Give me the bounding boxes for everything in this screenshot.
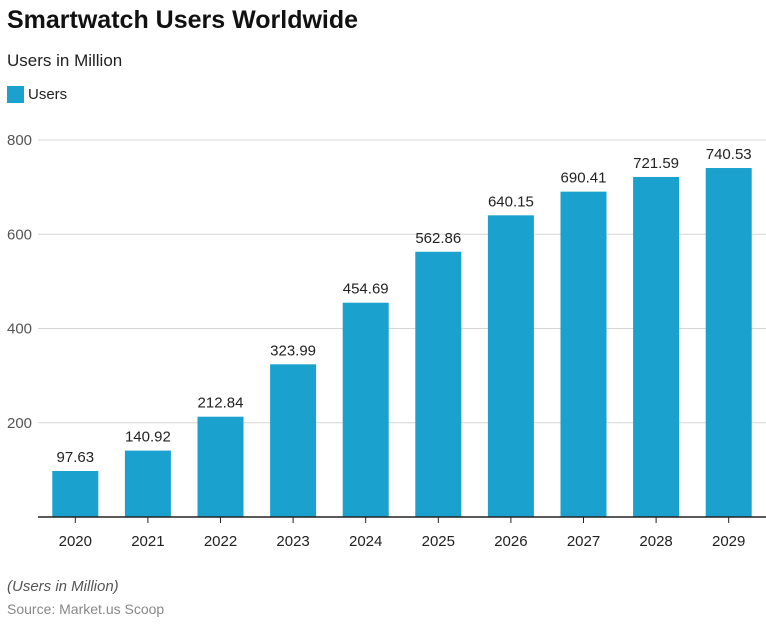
x-tick-label: 2024: [349, 533, 382, 550]
legend: Users: [7, 86, 67, 103]
data-label: 640.15: [488, 193, 534, 210]
y-tick-label: 600: [7, 226, 32, 243]
chart-title: Smartwatch Users Worldwide: [7, 6, 359, 34]
x-tick-label: 2025: [422, 533, 455, 550]
y-tick-label: 400: [7, 321, 32, 338]
source-text: Source: Market.us Scoop: [7, 601, 165, 617]
data-label: 690.41: [561, 170, 607, 187]
bar-2021: [124, 450, 171, 517]
bar-2025: [415, 251, 462, 517]
bar-2023: [270, 364, 317, 517]
x-tick-label: 2027: [567, 533, 600, 550]
legend-label: Users: [28, 86, 68, 103]
x-tick-label: 2029: [712, 533, 745, 550]
bar-2024: [342, 302, 389, 517]
x-tick-label: 2026: [494, 533, 527, 550]
x-tick-label: 2021: [131, 533, 164, 550]
bar-2026: [487, 215, 534, 517]
y-tick-label: 800: [7, 132, 32, 149]
data-label: 454.69: [343, 281, 389, 298]
data-label: 740.53: [706, 146, 752, 163]
x-tick-label: 2028: [639, 533, 672, 550]
chart-subtitle: Users in Million: [7, 51, 123, 70]
x-tick-label: 2022: [204, 533, 237, 550]
units-note: (Users in Million): [7, 578, 119, 595]
data-label: 97.63: [57, 449, 95, 466]
x-tick-label: 2023: [276, 533, 309, 550]
bar-2027: [560, 191, 607, 517]
bar-2028: [633, 176, 680, 517]
bar-2020: [52, 470, 99, 517]
bar-2029: [705, 168, 752, 517]
legend-swatch: [7, 86, 24, 103]
x-tick-label: 2020: [59, 533, 92, 550]
data-label: 212.84: [198, 395, 244, 412]
data-label: 562.86: [415, 230, 461, 247]
data-label: 721.59: [633, 155, 679, 172]
data-label: 323.99: [270, 342, 316, 359]
y-tick-label: 200: [7, 415, 32, 432]
data-label: 140.92: [125, 429, 171, 446]
bar-2022: [197, 416, 244, 517]
